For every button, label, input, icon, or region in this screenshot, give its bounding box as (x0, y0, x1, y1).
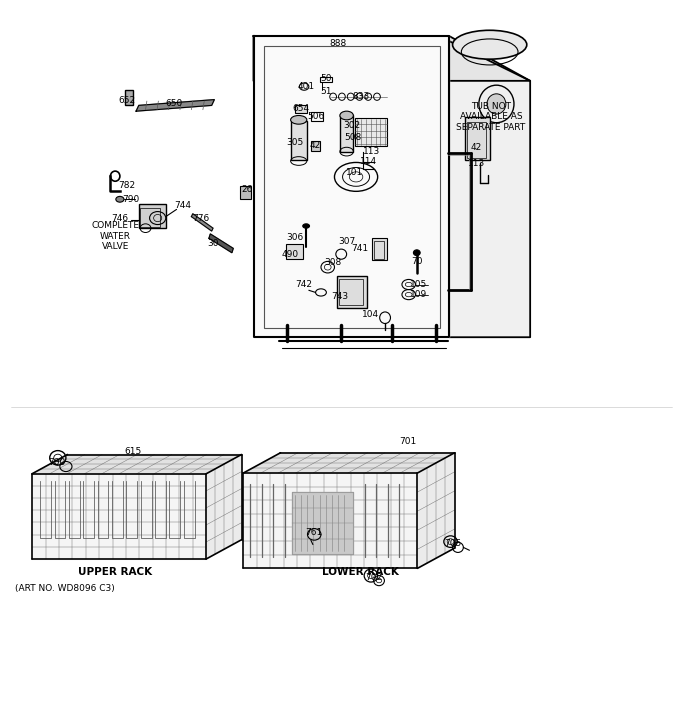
Text: 70: 70 (411, 257, 422, 266)
Text: 306: 306 (287, 233, 304, 242)
Bar (139, 204, 166, 228)
Bar (295, 105, 307, 112)
Ellipse shape (340, 111, 354, 120)
Text: COMPLETE
WATER
VALVE: COMPLETE WATER VALVE (91, 221, 139, 251)
Text: 776: 776 (192, 214, 209, 223)
Text: 742: 742 (295, 280, 312, 289)
Polygon shape (32, 473, 206, 559)
Text: 308: 308 (324, 258, 342, 268)
Ellipse shape (413, 250, 420, 256)
Text: 506: 506 (307, 112, 324, 122)
Bar (373, 241, 384, 259)
Polygon shape (243, 453, 455, 473)
Polygon shape (254, 36, 449, 337)
Bar (264, 46, 441, 328)
Bar (340, 115, 354, 152)
Polygon shape (209, 234, 233, 253)
Bar (311, 112, 323, 120)
Ellipse shape (487, 94, 506, 114)
Text: 701: 701 (398, 437, 416, 447)
Text: 761: 761 (305, 529, 323, 537)
Text: 700: 700 (48, 457, 65, 467)
Bar (286, 244, 303, 259)
Text: LOWER RACK: LOWER RACK (322, 567, 398, 577)
Text: 401: 401 (298, 82, 315, 91)
Bar (290, 120, 307, 160)
Ellipse shape (453, 30, 527, 59)
Text: 113: 113 (363, 147, 380, 156)
Text: (ART NO. WD8096 C3): (ART NO. WD8096 C3) (15, 584, 114, 593)
Bar (140, 208, 160, 227)
Text: 302: 302 (343, 121, 360, 130)
Polygon shape (32, 455, 241, 473)
Polygon shape (418, 453, 455, 568)
Text: 743: 743 (331, 291, 348, 301)
Text: 615: 615 (124, 447, 142, 456)
Ellipse shape (290, 115, 307, 124)
Text: 105: 105 (410, 280, 428, 289)
Text: 109: 109 (410, 290, 428, 299)
Text: 305: 305 (287, 138, 304, 146)
Text: 746: 746 (112, 214, 129, 223)
Text: 42: 42 (310, 141, 321, 150)
Bar (240, 186, 251, 199)
Polygon shape (254, 36, 530, 80)
Bar (320, 77, 332, 82)
Text: 104: 104 (362, 310, 379, 318)
Bar (372, 239, 387, 260)
Bar (292, 492, 353, 554)
Text: 833: 833 (353, 92, 370, 102)
Polygon shape (243, 473, 418, 568)
Bar (311, 141, 320, 151)
Text: 888: 888 (329, 38, 347, 48)
Text: 50: 50 (321, 74, 332, 83)
Polygon shape (206, 455, 241, 559)
Bar (339, 279, 364, 305)
Text: UPPER RACK: UPPER RACK (78, 567, 152, 577)
Text: 30: 30 (207, 239, 219, 248)
Polygon shape (136, 99, 214, 111)
Text: 490: 490 (282, 249, 299, 259)
Text: 114: 114 (360, 157, 377, 166)
Text: 741: 741 (352, 244, 369, 253)
Polygon shape (292, 492, 353, 554)
Text: 42: 42 (471, 143, 482, 152)
Text: 26: 26 (241, 185, 252, 194)
Text: 650: 650 (165, 99, 182, 109)
Bar (464, 117, 490, 160)
Bar (125, 90, 133, 104)
Ellipse shape (116, 196, 124, 202)
Polygon shape (192, 214, 213, 231)
Ellipse shape (303, 224, 309, 228)
Polygon shape (449, 41, 530, 337)
Text: 654: 654 (292, 104, 309, 113)
Bar (466, 122, 486, 158)
Text: 652: 652 (118, 96, 135, 105)
Text: 744: 744 (174, 201, 191, 210)
Text: 307: 307 (338, 236, 355, 246)
Text: 790: 790 (122, 195, 139, 204)
Text: TUB NOT
AVAILABLE AS
SEPARATE PART: TUB NOT AVAILABLE AS SEPARATE PART (456, 102, 526, 132)
Text: 113: 113 (468, 159, 485, 167)
Text: 508: 508 (345, 133, 362, 141)
Text: 101: 101 (346, 168, 363, 177)
Bar (337, 276, 367, 307)
Text: 702: 702 (365, 573, 382, 582)
Text: 705: 705 (445, 539, 462, 547)
Text: 51: 51 (321, 87, 332, 96)
Text: 782: 782 (118, 181, 135, 190)
Bar (355, 118, 387, 146)
